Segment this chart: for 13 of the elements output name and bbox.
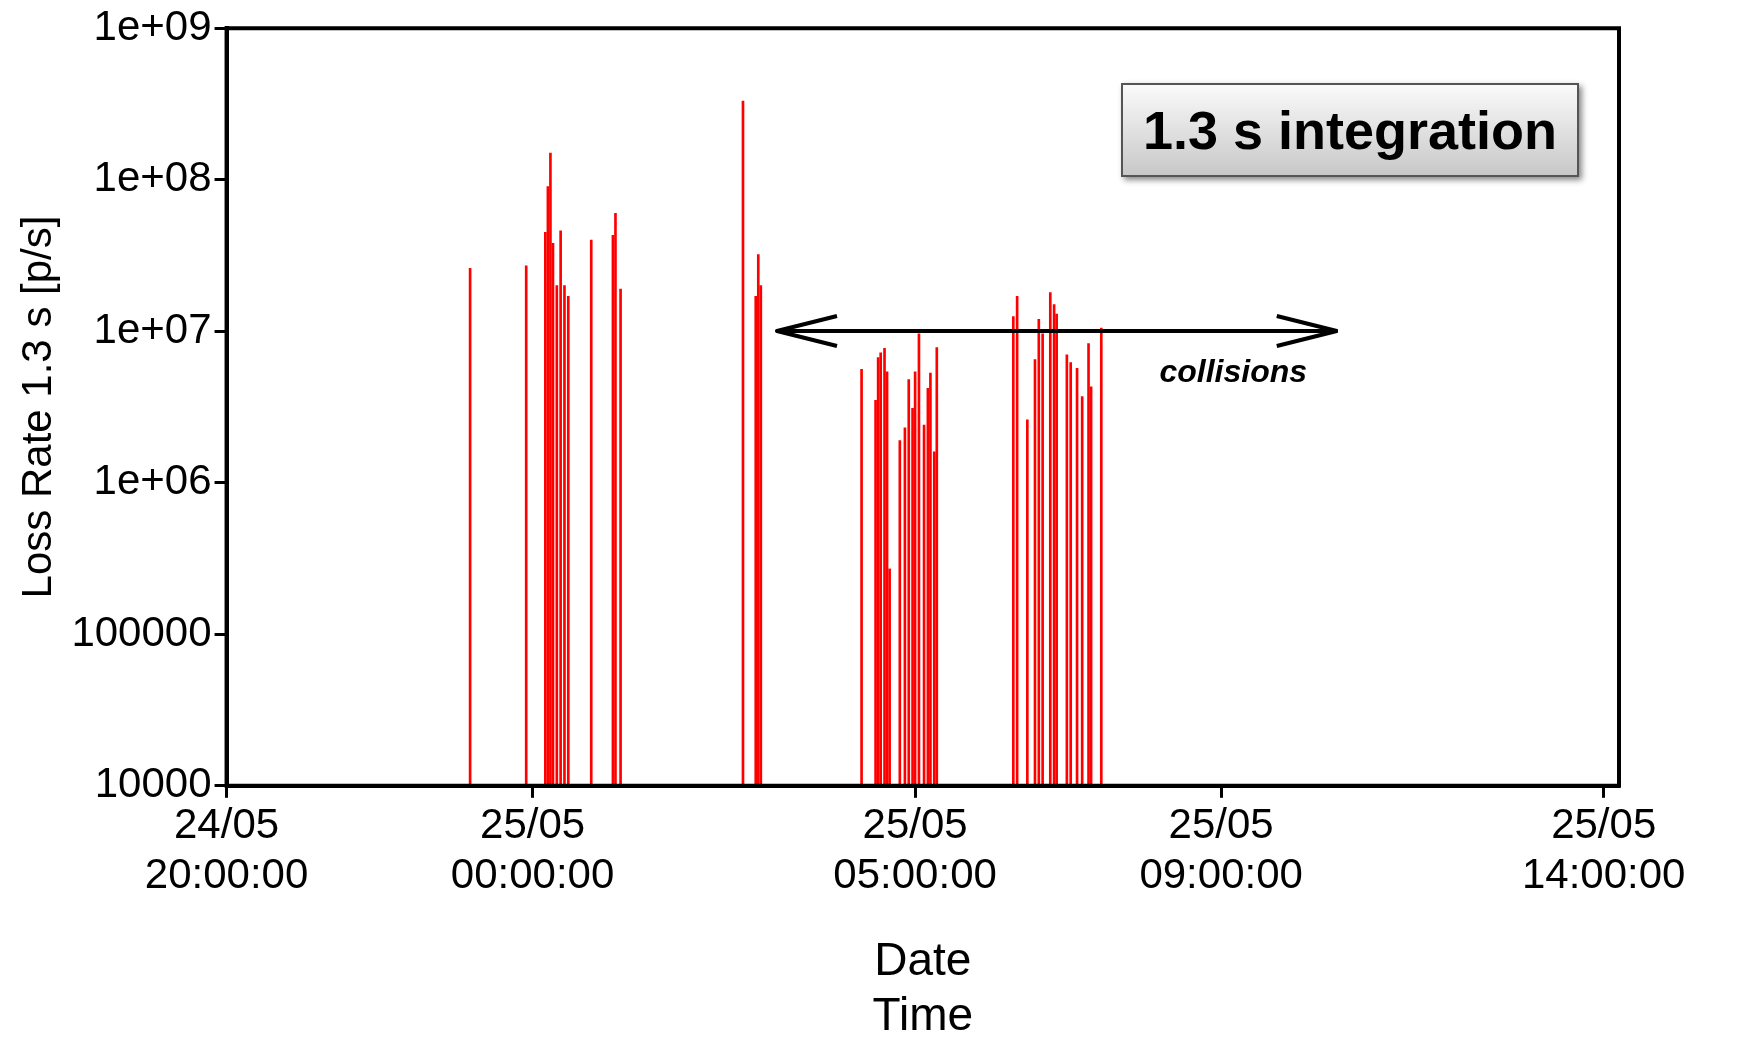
x-tick-label: 25/05 09:00:00 [1139, 799, 1303, 897]
x-axis-title: Date Time [872, 932, 974, 1041]
x-tick-label: 25/05 05:00:00 [833, 799, 997, 897]
y-tick-label: 1e+09 [93, 1, 212, 49]
y-tick-label: 100000 [71, 607, 212, 655]
annotation: collisions [1159, 353, 1308, 391]
y-tick-label: 1e+08 [93, 153, 212, 201]
annotation: 1.3 s integration [1120, 83, 1579, 178]
y-tick-label: 1e+07 [93, 304, 212, 352]
x-tick-label: 25/05 00:00:00 [450, 799, 615, 897]
y-tick-label: 1e+06 [93, 456, 212, 504]
x-tick-label: 25/05 14:00:00 [1521, 799, 1686, 897]
y-axis-title: Loss Rate 1.3 s [p/s] [12, 215, 60, 599]
